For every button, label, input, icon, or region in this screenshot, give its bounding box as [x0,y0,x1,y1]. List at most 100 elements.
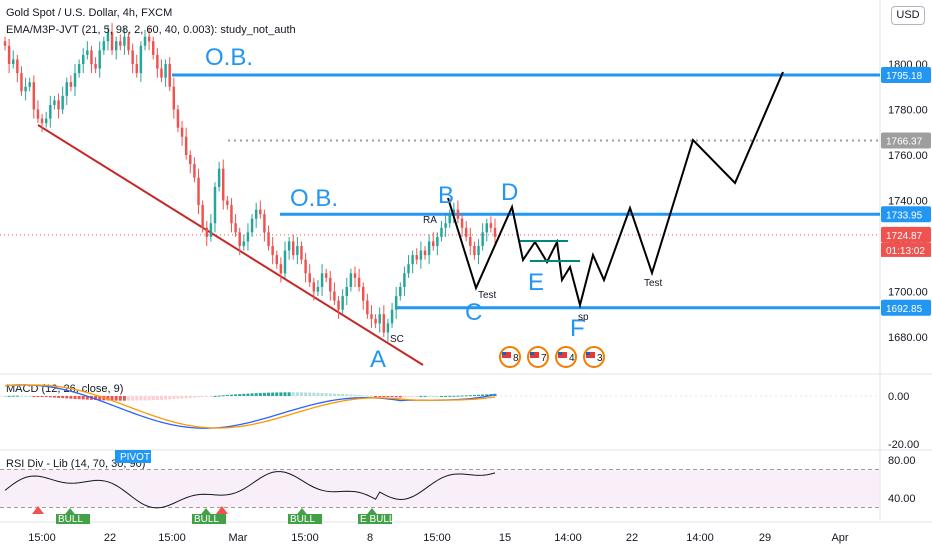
price-label-text: 1724.87 [886,231,923,242]
time-tick-label: 29 [759,532,771,544]
candle [349,273,353,287]
candle [394,296,398,310]
event-badge-count: 8 [513,353,519,364]
macd-hist-bar [15,395,19,397]
candle [217,168,221,187]
candle [28,82,31,87]
macd-hist-bar [308,392,312,396]
rsi-line [4,471,496,509]
macd-hist-bar [485,394,489,396]
macd-hist-bar [114,396,118,401]
macd-hist-bar [69,396,73,399]
macd-hist-bar [295,392,299,396]
candle [57,100,60,110]
candle [139,45,143,74]
price-tick-label: 1700.00 [888,287,928,299]
annotation-label: A [370,346,386,373]
price-tick-label: 1740.00 [888,196,928,208]
candle [168,64,171,87]
candle [378,314,381,324]
macd-hist-bar [213,395,217,397]
macd-hist-bar [337,393,341,396]
annotation-label: D [501,179,518,206]
candle [357,277,361,287]
flag-icon [586,352,595,358]
macd-hist-bar [94,396,98,401]
macd-hist-bar [444,395,448,397]
macd-hist-bar [61,396,65,399]
macd-hist-bar [110,396,114,401]
flag-icon [558,352,562,355]
candle [90,50,93,64]
candle [436,236,439,246]
macd-hist-bar [246,393,250,396]
candle [180,127,184,137]
candle [246,232,250,242]
price-label [881,66,931,83]
candle [114,41,118,51]
candle [489,223,493,228]
bull-label-text: E BULL [360,514,395,525]
candle [205,227,208,237]
candle [407,264,410,274]
bull-label [358,514,392,524]
macd-hist-bar [411,396,415,397]
candle [53,100,56,105]
candle [82,54,85,64]
candle [283,250,287,274]
macd-hist-bar [209,396,213,397]
bear-marker [216,506,228,514]
bull-label-text: BULL [290,514,315,525]
chart-title: Gold Spot / U.S. Dollar, 4h, FXCM [6,7,172,19]
candle [324,273,328,278]
candle [473,246,476,256]
macd-hist-bar [44,396,48,397]
candle [329,277,332,292]
candle [440,227,443,237]
macd-hist-bar [369,395,373,397]
macd-hist-bar [11,395,15,397]
macd-hist-bar [217,395,221,397]
annotation-label: C [465,299,482,326]
macd-hist-bar [151,396,155,401]
candle [172,86,176,110]
macd-hist-bar [180,396,184,399]
macd-tick-label: 0.00 [888,391,909,403]
macd-hist-bar [197,396,201,398]
candle [259,209,262,215]
candle [222,168,225,201]
candle [469,236,472,246]
rsi-band [0,469,880,508]
price-tick-label: 1760.00 [888,150,928,162]
event-badge-count: 4 [569,353,575,364]
candle [226,200,229,206]
macd-hist-bar [57,396,61,398]
macd-title: MACD (12, 26, close, 9) [6,383,123,395]
macd-hist-bar [106,396,110,401]
macd-hist-bar [439,395,443,397]
macd-hist-bar [357,395,361,397]
macd-hist-bar [188,396,192,398]
currency-button[interactable]: USD [891,6,925,25]
macd-hist-bar [398,396,402,398]
candle [127,36,130,51]
candle [20,73,23,92]
price-label-text: 1692.85 [886,304,923,315]
price-label [881,132,931,149]
candle [341,296,344,310]
candle [493,227,497,237]
macd-hist-bar [456,395,460,397]
candle [333,291,336,301]
candle [316,286,320,292]
candle [36,109,40,119]
flag-icon [502,352,511,358]
candle [238,232,241,246]
bull-label-text: BULL [58,514,83,525]
candle [456,209,460,219]
macd-hist-bar [250,393,254,396]
macd-hist-bar [98,396,102,401]
candle [32,82,36,110]
candle [390,309,394,324]
